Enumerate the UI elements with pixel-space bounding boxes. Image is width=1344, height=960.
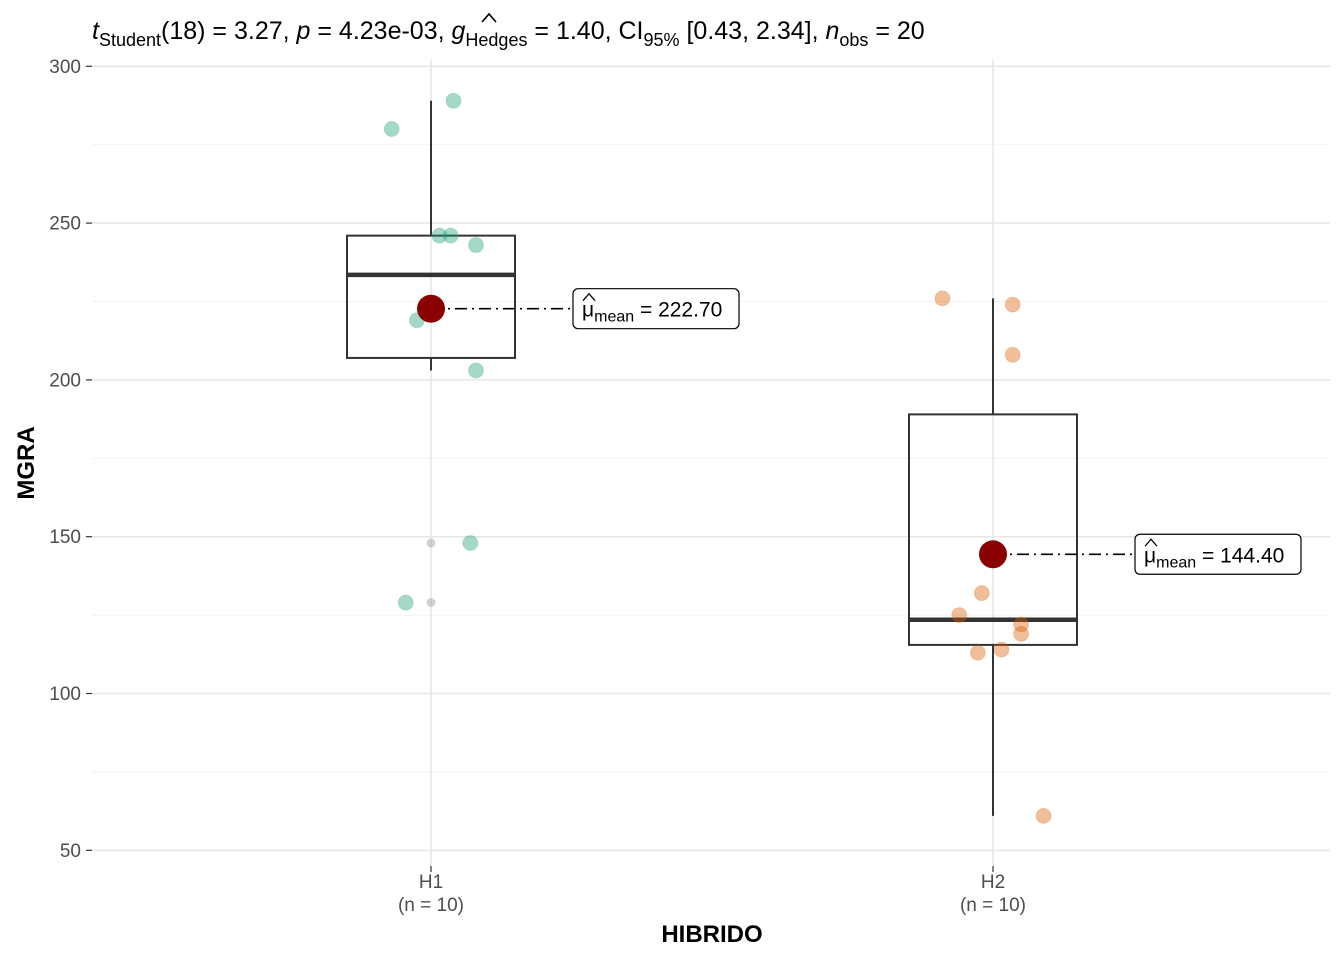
mean-label-value: = 144.40: [1196, 544, 1284, 567]
data-point: [431, 227, 448, 244]
subtitle-p-value: = 4.23e-03,: [310, 17, 451, 45]
subtitle-t-sub: Student: [99, 30, 161, 50]
box-layer: [346, 100, 1078, 816]
box-iqr: [346, 234, 516, 359]
x-tick-count-label: (n = 10): [960, 895, 1026, 916]
subtitle-g-sub: Hedges: [465, 30, 527, 50]
outlier-point: [426, 598, 436, 608]
data-point: [1013, 616, 1030, 633]
data-point: [973, 585, 990, 602]
y-tick-label: 300: [49, 57, 81, 78]
mean-label-sub: mean: [594, 309, 634, 326]
data-point: [1004, 296, 1021, 313]
data-point: [442, 227, 459, 244]
subtitle-t-value: (18) = 3.27,: [161, 17, 297, 45]
y-tick-label: 50: [60, 841, 81, 862]
chart-subtitle: tStudent(18) = 3.27, p = 4.23e-03, gHedg…: [92, 17, 925, 50]
y-tick-label: 200: [49, 370, 81, 391]
mean-label-mu: μ: [1144, 544, 1156, 567]
data-point: [1013, 625, 1030, 642]
x-tick-label: H1: [419, 872, 443, 893]
subtitle-n-value: = 20: [868, 17, 924, 45]
subtitle-g-symbol: g: [452, 17, 466, 45]
subtitle-n-symbol: n: [825, 17, 839, 45]
mean-point: [979, 540, 1007, 569]
data-point: [934, 290, 951, 307]
box-iqr: [908, 413, 1078, 646]
data-point: [397, 594, 414, 611]
hedges-hat-icon: [481, 12, 497, 23]
subtitle-p-symbol: p: [296, 17, 311, 45]
data-point: [1035, 807, 1052, 824]
y-tick-label: 150: [49, 527, 81, 548]
mean-label-text: μmean = 144.40: [1144, 544, 1284, 571]
subtitle-ci-sub: 95%: [644, 30, 680, 50]
y-tick-label: 250: [49, 214, 81, 235]
mean-label-text: μmean = 222.70: [582, 299, 722, 326]
data-point: [969, 644, 986, 661]
outlier-point: [426, 538, 436, 548]
y-tick-label: 100: [49, 684, 81, 705]
subtitle-n-sub: obs: [839, 30, 868, 50]
mean-label-sub: mean: [1156, 554, 1196, 571]
x-tick-count-label: (n = 10): [398, 895, 464, 916]
data-point: [467, 237, 484, 254]
data-point: [951, 607, 968, 624]
subtitle-t-symbol: t: [92, 17, 100, 45]
mean-point: [417, 294, 445, 323]
x-axis-title: HIBRIDO: [661, 921, 762, 948]
data-point: [993, 641, 1010, 658]
mean-hat-icon: [1144, 538, 1158, 547]
mean-label-value: = 222.70: [634, 299, 722, 322]
subtitle-g-value: = 1.40, CI: [527, 17, 643, 45]
mean-label-mu: μ: [582, 299, 594, 322]
subtitle-ci-value: [0.43, 2.34],: [680, 17, 826, 45]
mean-label-box: [572, 288, 740, 330]
data-point: [462, 534, 479, 551]
data-point: [1004, 346, 1021, 363]
mean-hat-icon: [582, 292, 596, 302]
data-point: [383, 120, 400, 137]
x-tick-label: H2: [981, 872, 1005, 893]
y-axis: 50 100 150 200 250 300: [49, 57, 92, 862]
grid-lines: [92, 60, 1330, 866]
mean-label-box: [1134, 533, 1302, 575]
data-point: [445, 92, 462, 109]
y-axis-title: MGRA: [13, 426, 40, 499]
data-point: [467, 362, 484, 379]
x-axis: H1(n = 10)H2(n = 10): [398, 866, 1026, 916]
